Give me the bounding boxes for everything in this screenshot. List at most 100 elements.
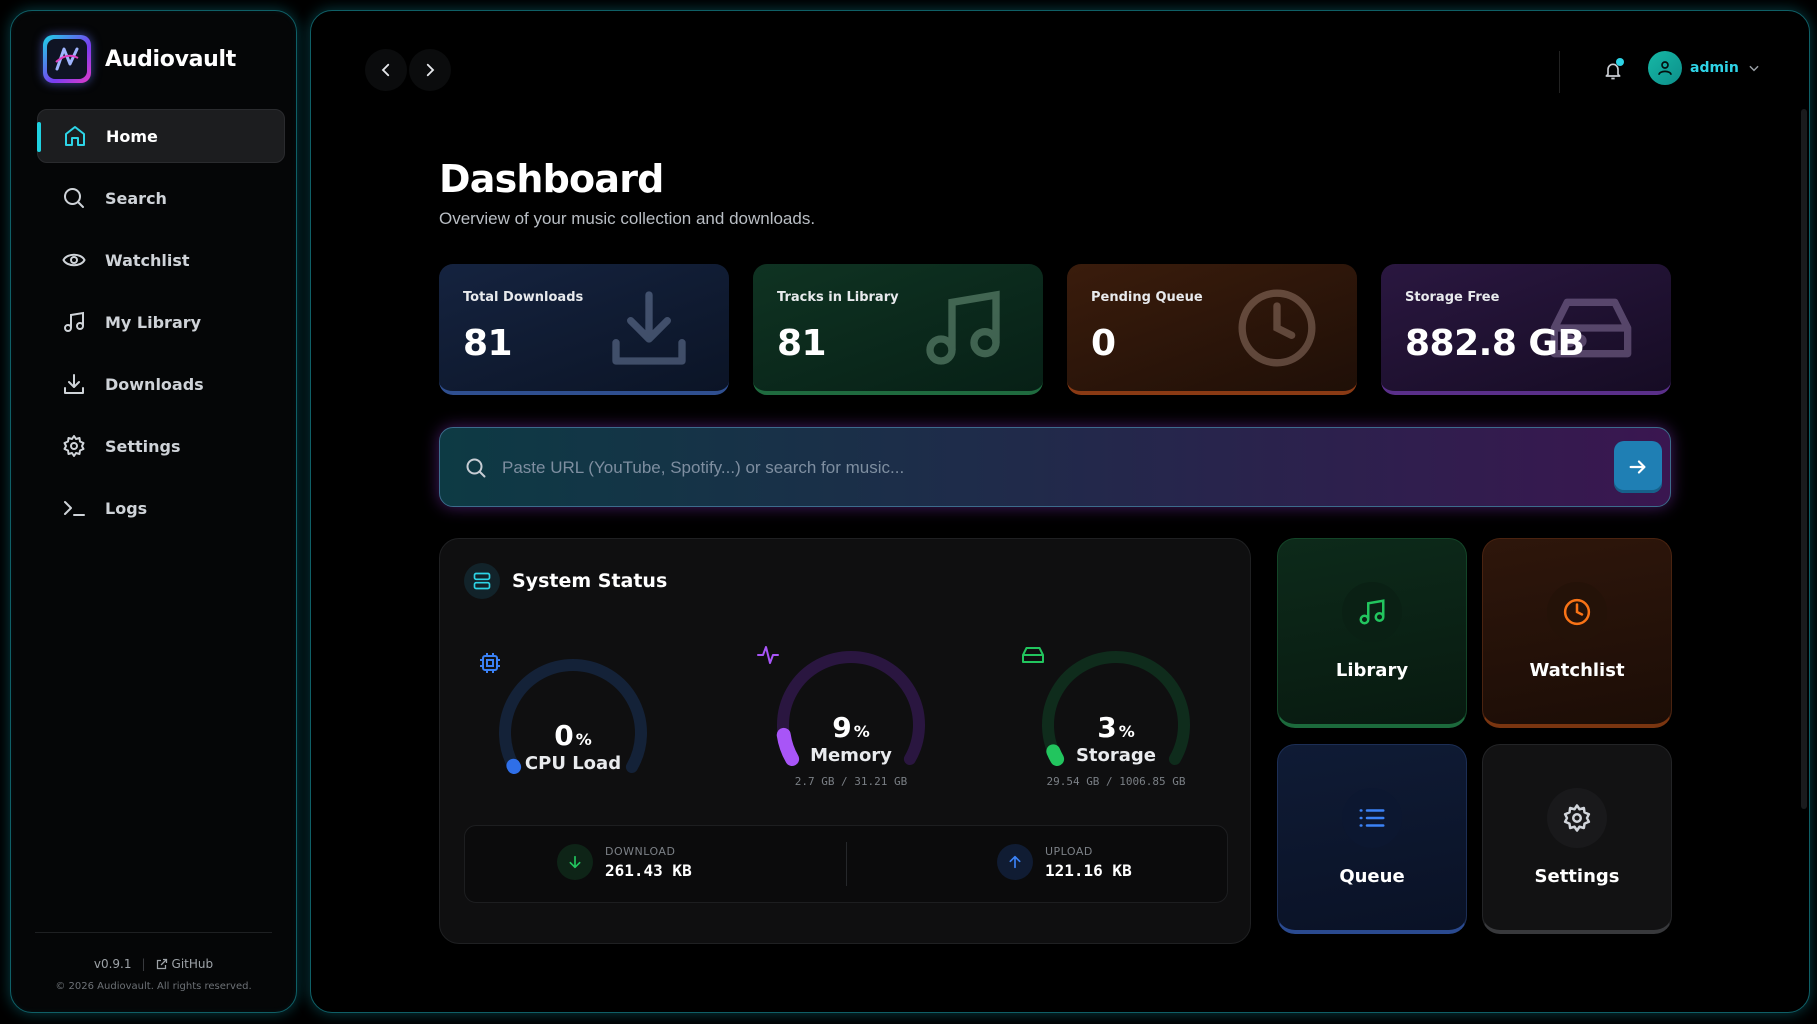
sidebar-item-label: Home	[106, 126, 158, 146]
user-icon	[1658, 61, 1672, 76]
sidebar-item-search[interactable]: Search	[37, 171, 285, 225]
stat-label: Pending Queue	[1091, 290, 1203, 305]
stat-card-total-downloads: Total Downloads 81	[439, 264, 729, 395]
topbar-divider	[1559, 51, 1560, 93]
github-link[interactable]: GitHub	[156, 957, 214, 971]
upload-stat: UPLOAD 121.16 KB	[997, 844, 1132, 880]
cpu-icon	[480, 653, 500, 673]
page-title: Dashboard	[439, 157, 664, 201]
gauge-value: 9%	[832, 711, 870, 744]
search-icon	[466, 458, 486, 478]
hard-drive-icon	[1022, 647, 1044, 663]
system-status-title: System Status	[512, 570, 668, 592]
tile-library[interactable]: Library	[1277, 538, 1467, 728]
sidebar-item-label: Logs	[105, 498, 148, 518]
external-link-icon	[156, 958, 167, 970]
music-icon	[1342, 582, 1402, 642]
gauge-track	[777, 651, 925, 765]
sidebar-item-label: Search	[105, 188, 167, 208]
gauge-storage-arc	[1042, 651, 1190, 766]
sidebar-item-downloads[interactable]: Downloads	[37, 357, 285, 411]
hard-drive-icon	[1550, 298, 1632, 358]
gauge-label: Storage	[1075, 745, 1157, 766]
arrow-right-icon	[1629, 460, 1646, 474]
gauge-fill	[506, 758, 522, 774]
tile-settings[interactable]: Settings	[1482, 744, 1672, 934]
avatar	[1648, 51, 1682, 85]
stat-value: 0	[1091, 323, 1116, 364]
gauge-storage: 3% Storage 29.54 GB / 1006.85 GB	[1021, 643, 1211, 788]
gauge-track	[1042, 651, 1190, 765]
sidebar-nav: Home Search Watchlist My Library Downloa…	[37, 109, 285, 543]
eye-icon	[61, 247, 87, 273]
stat-value: 81	[463, 323, 513, 364]
user-name: admin	[1690, 60, 1739, 76]
sidebar-item-logs[interactable]: Logs	[37, 481, 285, 535]
notification-dot	[1616, 58, 1624, 66]
download-label: DOWNLOAD	[605, 844, 676, 858]
download-value: 261.43 KB	[605, 860, 692, 880]
sidebar-item-label: Watchlist	[105, 250, 190, 270]
sidebar: Audiovault Home Search Watchlist My Libr…	[10, 10, 297, 1013]
chevron-left-icon	[381, 63, 390, 77]
brand-name: Audiovault	[105, 46, 236, 72]
main-panel: admin Dashboard Overview of your music c…	[310, 10, 1810, 1013]
page-subtitle: Overview of your music collection and do…	[439, 209, 816, 228]
gauge-label: Memory	[810, 745, 892, 766]
download-stat: DOWNLOAD 261.43 KB	[557, 844, 692, 880]
list-icon	[1342, 788, 1402, 848]
back-button[interactable]	[365, 49, 407, 91]
github-label: GitHub	[171, 957, 214, 971]
logo-icon	[43, 35, 91, 83]
tile-watchlist[interactable]: Watchlist	[1482, 538, 1672, 728]
scrollbar[interactable]	[1801, 109, 1807, 809]
tile-queue[interactable]: Queue	[1277, 744, 1467, 934]
notifications-button[interactable]	[1597, 55, 1629, 87]
brand[interactable]: Audiovault	[43, 35, 236, 83]
gauge-value: 3%	[1097, 711, 1135, 744]
gauge-fill	[1046, 744, 1065, 766]
download-icon	[612, 291, 686, 365]
version-label: v0.9.1	[93, 957, 132, 971]
stat-card-pending-queue: Pending Queue 0	[1067, 264, 1357, 395]
network-stats: DOWNLOAD 261.43 KB UPLOAD 121.16 KB	[464, 825, 1228, 903]
user-menu[interactable]: admin	[1648, 51, 1761, 85]
gauge-memory-arc	[776, 651, 925, 766]
sidebar-item-settings[interactable]: Settings	[37, 419, 285, 473]
upload-label: UPLOAD	[1045, 844, 1093, 858]
gauge-label: CPU Load	[524, 753, 622, 774]
activity-icon	[757, 646, 779, 664]
home-icon	[62, 123, 88, 149]
network-divider	[846, 842, 847, 886]
server-icon	[464, 563, 500, 599]
search-bar	[439, 427, 1671, 507]
arrow-up-icon	[997, 844, 1033, 880]
sidebar-item-label: Downloads	[105, 374, 204, 394]
stat-value: 882.8 GB	[1405, 323, 1585, 364]
gauge-cpu-arc	[499, 659, 647, 774]
sidebar-item-home[interactable]: Home	[37, 109, 285, 163]
search-input[interactable]	[502, 452, 1552, 484]
gauge-detail: 29.54 GB / 1006.85 GB	[1046, 775, 1186, 788]
gear-icon	[61, 433, 87, 459]
search-submit-button[interactable]	[1614, 441, 1662, 493]
sidebar-item-watchlist[interactable]: Watchlist	[37, 233, 285, 287]
sidebar-item-label: Settings	[105, 436, 181, 456]
copyright: © 2026 Audiovault. All rights reserved.	[55, 981, 252, 992]
stat-value: 81	[777, 323, 827, 364]
gauge-value: 0%	[554, 719, 592, 752]
stat-label: Total Downloads	[463, 290, 584, 305]
download-icon	[61, 371, 87, 397]
tile-label: Watchlist	[1529, 660, 1625, 681]
clock-icon	[1238, 289, 1316, 367]
arrow-down-icon	[557, 844, 593, 880]
sidebar-item-my-library[interactable]: My Library	[37, 295, 285, 349]
terminal-icon	[61, 495, 87, 521]
sidebar-item-label: My Library	[105, 312, 202, 332]
gauge-track	[499, 659, 647, 773]
gauge-memory: 9% Memory 2.7 GB / 31.21 GB	[756, 643, 946, 788]
search-icon	[61, 185, 87, 211]
tile-label: Settings	[1534, 866, 1620, 887]
gear-icon	[1547, 788, 1607, 848]
forward-button[interactable]	[409, 49, 451, 91]
